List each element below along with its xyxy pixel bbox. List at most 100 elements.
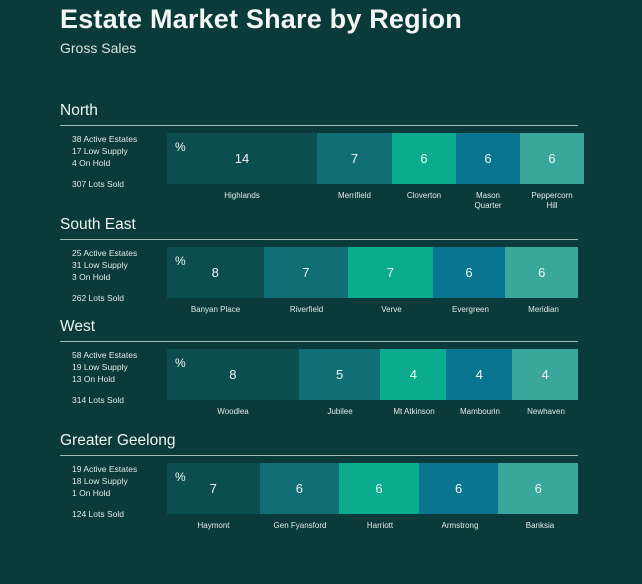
stat-low: 17 Low Supply bbox=[72, 146, 128, 156]
category-label: Highlands bbox=[224, 191, 260, 200]
category-label: Verve bbox=[381, 305, 402, 314]
category-label: Woodlea bbox=[217, 407, 249, 416]
segment-value: 4 bbox=[541, 367, 549, 382]
bar-segment: 5 bbox=[298, 349, 381, 400]
segment-value: 7 bbox=[302, 265, 310, 280]
region-stats: 19 Active Estates 18 Low Supply 1 On Hold 1… bbox=[72, 463, 167, 520]
stat-low: 19 Low Supply bbox=[72, 362, 128, 372]
stat-active: 25 Active Estates bbox=[72, 248, 138, 258]
region-divider bbox=[60, 239, 578, 240]
stat-low: 31 Low Supply bbox=[72, 260, 128, 270]
stat-lots: 314 Lots Sold bbox=[72, 395, 124, 405]
bar-segment: 6 bbox=[505, 247, 578, 298]
region-divider bbox=[60, 341, 578, 342]
stat-lots: 124 Lots Sold bbox=[72, 509, 124, 519]
bar-segment: 6 bbox=[498, 463, 578, 514]
segment-value: 8 bbox=[211, 265, 219, 280]
segment-value: 6 bbox=[465, 265, 473, 280]
category-label: Gen Fyansford bbox=[273, 521, 327, 530]
segment-value: 14 bbox=[234, 151, 250, 166]
percent-symbol: % bbox=[175, 140, 186, 154]
chart-subtitle: Gross Sales bbox=[60, 40, 137, 56]
percent-symbol: % bbox=[175, 254, 186, 268]
bar-segment: 7 bbox=[263, 247, 349, 298]
category-labels: Banyan Place Riverfield Verve Evergreen Meri… bbox=[167, 305, 578, 329]
region-name: South East bbox=[60, 216, 136, 233]
segment-value: 6 bbox=[548, 151, 556, 166]
bar-segment: 7% bbox=[167, 463, 260, 514]
category-label: Harriott bbox=[366, 521, 394, 530]
category-label: Mt Atkinson bbox=[393, 407, 435, 416]
category-label: Jubilee bbox=[327, 407, 353, 416]
segment-value: 6 bbox=[375, 481, 383, 496]
segment-value: 7 bbox=[386, 265, 395, 280]
stat-hold: 13 On Hold bbox=[72, 374, 115, 384]
stat-lots: 307 Lots Sold bbox=[72, 179, 124, 189]
bar-segment: 6 bbox=[339, 463, 419, 514]
share-bar: 8% 7 7 6 6 bbox=[167, 247, 578, 298]
category-label: Merrifield bbox=[338, 191, 371, 200]
bar-segment: 6 bbox=[418, 463, 499, 514]
category-label: Armstrong bbox=[441, 521, 479, 530]
bar-segment: 7 bbox=[317, 133, 392, 184]
bar-segment: 8% bbox=[167, 349, 299, 400]
bar-segment: 6 bbox=[432, 247, 506, 298]
bar-segment: 6 bbox=[259, 463, 340, 514]
category-label: Newhaven bbox=[527, 407, 565, 416]
bar-segment: 4 bbox=[446, 349, 513, 400]
stat-active: 58 Active Estates bbox=[72, 350, 138, 360]
percent-symbol: % bbox=[175, 470, 186, 484]
category-label: Peppercorn Hill bbox=[531, 191, 573, 210]
category-labels: Woodlea Jubilee Mt Atkinson Mambourin Newhav… bbox=[167, 407, 578, 431]
bar-segment: 6 bbox=[392, 133, 456, 184]
segment-value: 4 bbox=[409, 367, 417, 382]
segment-value: 7 bbox=[209, 481, 217, 496]
category-label: Banyan Place bbox=[190, 305, 241, 314]
share-bar: 8% 5 4 4 4 bbox=[167, 349, 578, 400]
stat-hold: 1 On Hold bbox=[72, 488, 111, 498]
category-label: Evergreen bbox=[452, 305, 489, 314]
segment-value: 6 bbox=[295, 481, 303, 496]
category-label: Haymont bbox=[197, 521, 230, 530]
bar-segment: 4 bbox=[380, 349, 447, 400]
region-stats: 38 Active Estates 17 Low Supply 4 On Hold 3… bbox=[72, 133, 167, 190]
region-name: North bbox=[60, 102, 98, 119]
category-labels: Highlands Merrifield Cloverton Mason Quarter… bbox=[167, 191, 584, 215]
region-name: West bbox=[60, 318, 96, 335]
segment-value: 7 bbox=[350, 151, 359, 166]
stat-hold: 3 On Hold bbox=[72, 272, 111, 282]
category-label: Cloverton bbox=[406, 191, 442, 200]
chart-title: Estate Market Share by Region bbox=[60, 4, 462, 34]
segment-value: 6 bbox=[534, 481, 542, 496]
category-labels: Haymont Gen Fyansford Harriott Armstrong Ban… bbox=[167, 521, 578, 545]
stat-active: 38 Active Estates bbox=[72, 134, 138, 144]
segment-value: 6 bbox=[538, 265, 546, 280]
category-label: Mambourin bbox=[459, 407, 501, 416]
segment-value: 6 bbox=[420, 151, 428, 166]
category-label: Meridian bbox=[528, 305, 559, 314]
region-divider bbox=[60, 125, 578, 126]
bar-segment: 7 bbox=[348, 247, 433, 298]
bar-segment: 8% bbox=[167, 247, 264, 298]
stat-hold: 4 On Hold bbox=[72, 158, 111, 168]
share-bar: 7% 6 6 6 6 bbox=[167, 463, 578, 514]
category-label: Banksia bbox=[525, 521, 555, 530]
region-name: Greater Geelong bbox=[60, 432, 176, 449]
bar-segment: 14% bbox=[167, 133, 317, 184]
region-divider bbox=[60, 455, 578, 456]
category-label: Riverfield bbox=[289, 305, 324, 314]
segment-value: 8 bbox=[229, 367, 237, 382]
segment-value: 4 bbox=[475, 367, 483, 382]
region-stats: 58 Active Estates 19 Low Supply 13 On Hold… bbox=[72, 349, 167, 406]
stat-active: 19 Active Estates bbox=[72, 464, 138, 474]
bar-segment: 6 bbox=[520, 133, 584, 184]
region-stats: 25 Active Estates 31 Low Supply 3 On Hold 2… bbox=[72, 247, 167, 304]
bar-segment: 6 bbox=[456, 133, 520, 184]
segment-value: 6 bbox=[484, 151, 492, 166]
stat-low: 18 Low Supply bbox=[72, 476, 128, 486]
stat-lots: 262 Lots Sold bbox=[72, 293, 124, 303]
category-label: Mason Quarter bbox=[474, 191, 502, 210]
bar-segment: 4 bbox=[512, 349, 578, 400]
segment-value: 5 bbox=[335, 367, 344, 382]
